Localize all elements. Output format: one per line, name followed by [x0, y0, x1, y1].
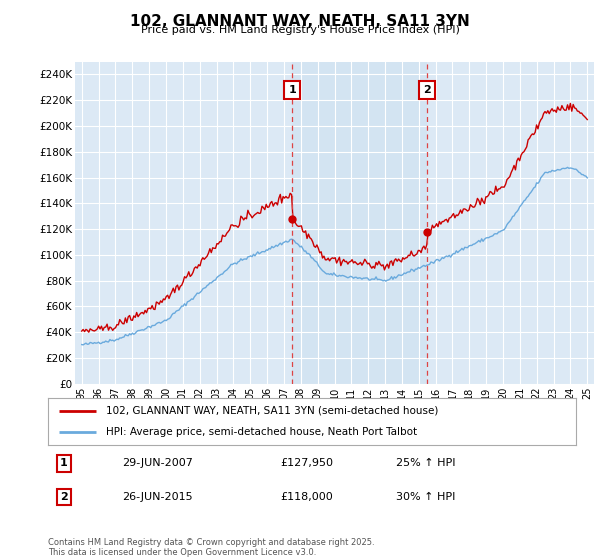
Text: 30% ↑ HPI: 30% ↑ HPI — [397, 492, 456, 502]
Text: 2: 2 — [60, 492, 68, 502]
Text: 1: 1 — [289, 85, 296, 95]
Text: 1: 1 — [60, 459, 68, 469]
Text: 102, GLANNANT WAY, NEATH, SA11 3YN (semi-detached house): 102, GLANNANT WAY, NEATH, SA11 3YN (semi… — [106, 406, 439, 416]
Text: £127,950: £127,950 — [280, 459, 334, 469]
Bar — [292, 62, 427, 384]
Text: £118,000: £118,000 — [280, 492, 333, 502]
Text: 25% ↑ HPI: 25% ↑ HPI — [397, 459, 456, 469]
Text: 26-JUN-2015: 26-JUN-2015 — [122, 492, 193, 502]
Text: 29-JUN-2007: 29-JUN-2007 — [122, 459, 193, 469]
Text: HPI: Average price, semi-detached house, Neath Port Talbot: HPI: Average price, semi-detached house,… — [106, 427, 417, 437]
Text: Price paid vs. HM Land Registry's House Price Index (HPI): Price paid vs. HM Land Registry's House … — [140, 25, 460, 35]
Text: Contains HM Land Registry data © Crown copyright and database right 2025.
This d: Contains HM Land Registry data © Crown c… — [48, 538, 374, 557]
Text: 2: 2 — [423, 85, 431, 95]
Text: 102, GLANNANT WAY, NEATH, SA11 3YN: 102, GLANNANT WAY, NEATH, SA11 3YN — [130, 14, 470, 29]
